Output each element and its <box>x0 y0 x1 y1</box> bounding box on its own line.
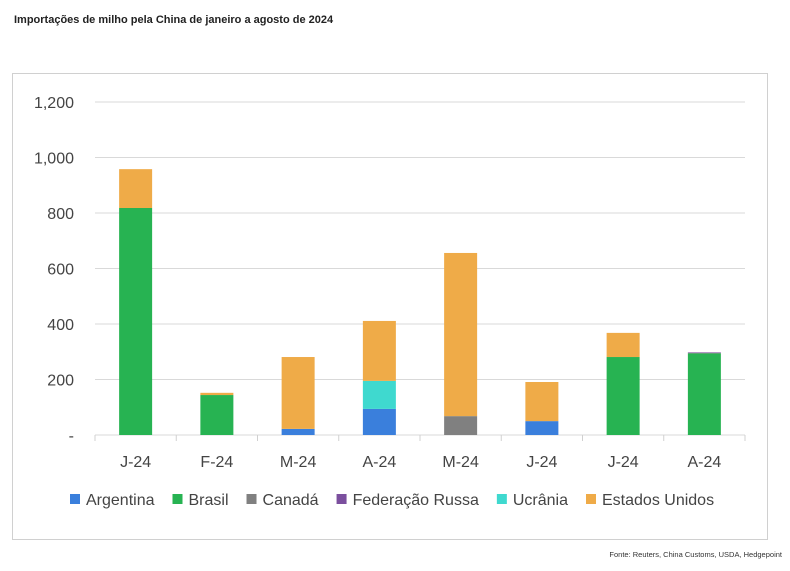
x-tick-label: J-24 <box>608 454 639 471</box>
source-note: Fonte: Reuters, China Customs, USDA, Hed… <box>609 550 782 559</box>
bar-brasil <box>200 395 234 435</box>
bar-estados-unidos <box>525 381 559 422</box>
legend-swatch <box>586 494 596 504</box>
legend-label: Argentina <box>86 492 155 509</box>
bar-argentina <box>362 408 396 435</box>
y-tick-label: 1,200 <box>34 95 74 112</box>
y-tick-label: 1,000 <box>34 151 74 168</box>
legend-swatch <box>336 494 347 504</box>
legend-swatch <box>246 494 257 504</box>
y-tick-label: 600 <box>47 262 74 279</box>
x-tick-label: J-24 <box>120 454 151 471</box>
page-title: Importações de milho pela China de janei… <box>14 14 334 26</box>
x-tick-label: M-24 <box>442 454 479 471</box>
legend-label: Federação Russa <box>353 492 479 509</box>
bar-estados-unidos <box>444 252 478 417</box>
chart-frame <box>12 73 768 540</box>
bar-federação-russa <box>687 352 721 353</box>
legend-swatch <box>172 494 183 504</box>
legend-label: Brasil <box>189 492 229 509</box>
bar-estados-unidos <box>362 320 396 381</box>
bar-ucrânia <box>362 380 396 409</box>
y-tick-label: - <box>69 428 74 445</box>
legend-label: Ucrânia <box>513 492 568 509</box>
bar-estados-unidos <box>200 392 234 396</box>
bar-estados-unidos <box>119 169 153 209</box>
x-tick-label: F-24 <box>200 454 233 471</box>
bar-brasil <box>119 208 153 435</box>
bar-argentina <box>281 428 315 435</box>
bar-argentina <box>525 421 559 435</box>
bar-brasil <box>687 353 721 435</box>
bar-canadá <box>444 416 478 435</box>
legend-label: Canadá <box>263 492 319 509</box>
x-tick-label: A-24 <box>687 454 721 471</box>
legend-swatch <box>496 494 507 504</box>
y-tick-label: 200 <box>47 373 74 390</box>
bar-estados-unidos <box>281 357 315 429</box>
x-tick-label: J-24 <box>526 454 557 471</box>
x-tick-label: M-24 <box>280 454 317 471</box>
x-tick-label: A-24 <box>362 454 396 471</box>
y-tick-label: 400 <box>47 317 74 334</box>
bar-brasil <box>606 357 640 435</box>
bar-canadá <box>687 352 721 354</box>
stacked-bar-chart: - 200 400 600 800 1,000 1,200 J-24 F-24 M-24 A-24 M… <box>34 95 746 509</box>
bar-estados-unidos <box>606 332 640 358</box>
y-tick-label: 800 <box>47 206 74 223</box>
legend-label: Estados Unidos <box>602 492 714 509</box>
legend-swatch <box>70 494 80 504</box>
